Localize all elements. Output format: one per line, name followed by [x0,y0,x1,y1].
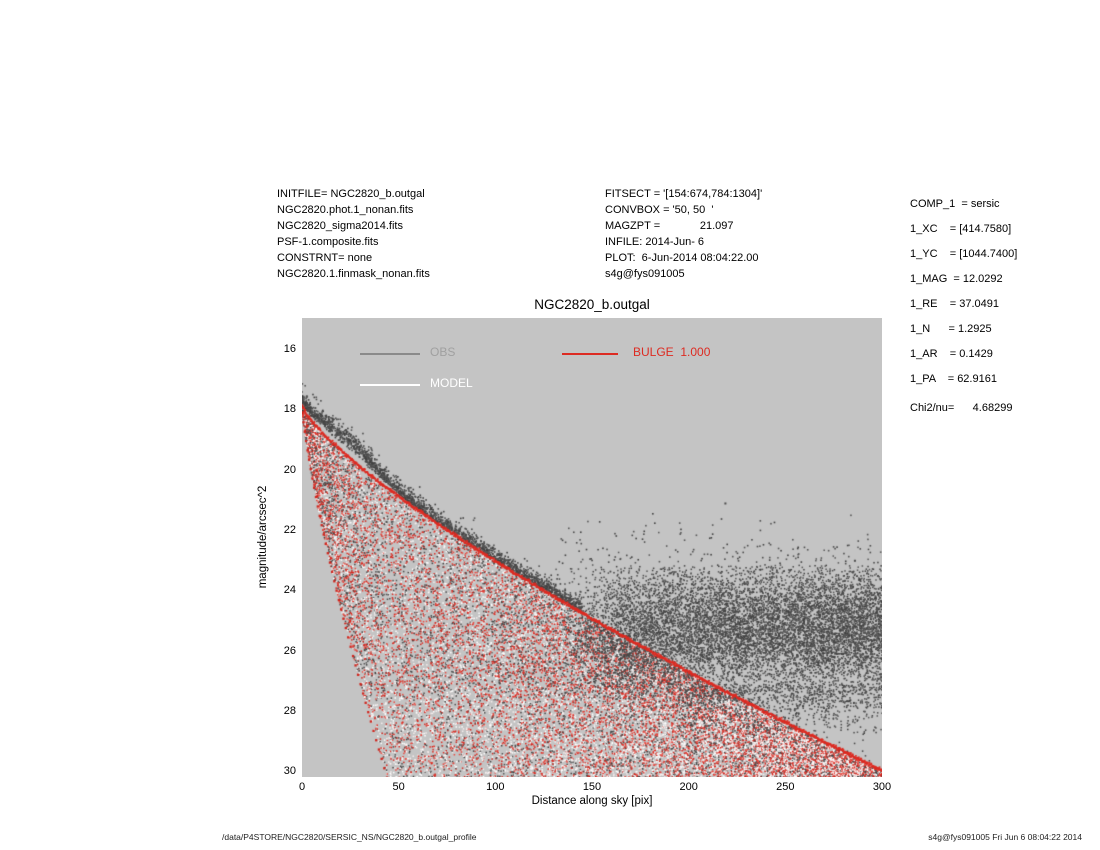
annotation-line: INITFILE= NGC2820_b.outgal [277,188,425,200]
x-tick-label: 300 [872,781,892,793]
x-axis-title: Distance along sky [pix] [531,795,653,807]
x-tick-label: 250 [776,781,795,793]
y-tick-label: 28 [283,705,296,718]
y-tick-label: 26 [283,644,296,657]
plot-title: NGC2820_b.outgal [534,297,650,312]
annotation-line: 1_AR = 0.1429 [910,348,993,360]
x-tick-label: 0 [298,781,306,793]
output-file-path: /data/P4STORE/NGC2820/SERSIC_NS/NGC2820_… [222,832,477,842]
annotation-line: CONSTRNT= none [277,252,373,264]
annotation-line: MAGZPT = 21.097 [605,220,734,232]
annotation-line: 1_XC = [414.7580] [910,223,1012,235]
annotation-line: COMP_1 = sersic [910,198,1000,210]
annotation-line: 1_MAG = 12.0292 [910,273,1003,285]
y-tick-label: 24 [283,584,296,597]
x-tick-label: 50 [392,781,405,793]
user-timestamp: s4g@fys091005 Fri Jun 6 08:04:22 2014 [928,832,1082,842]
galfit-input-files-block: INITFILE= NGC2820_b.outgal NGC2820.phot.1… [277,186,430,282]
y-tick-label: 18 [283,403,296,416]
y-axis-title: magnitude/arcsec^2 [257,485,269,589]
annotation-line: 1_N = 1.2925 [910,323,992,335]
annotation-line: NGC2820.phot.1_nonan.fits [277,204,414,216]
legend-bulge-label: BULGE 1.000 [633,345,711,359]
x-tick-label: 200 [679,781,698,793]
annotation-line: s4g@fys091005 [605,268,685,280]
galfit-fit-settings-block: FITSECT = '[154:674,784:1304]' CONVBOX = … [605,186,762,282]
annotation-line: FITSECT = '[154:674,784:1304]' [605,188,763,200]
y-tick-label: 16 [283,343,296,356]
annotation-line: 1_YC = [1044.7400] [910,248,1018,260]
plot-area: OBS MODEL BULGE 1.000 [302,318,882,777]
annotation-line: CONVBOX = '50, 50 ' [605,204,714,216]
profile-scatter-canvas [302,318,882,777]
annotation-line: PSF-1.composite.fits [277,236,379,248]
annotation-line: NGC2820.1.finmask_nonan.fits [277,268,430,280]
y-tick-label: 22 [283,524,296,537]
annotation-line: NGC2820_sigma2014.fits [277,220,403,232]
legend-obs-line [360,353,420,355]
legend-obs-label: OBS [430,345,456,359]
legend-model-line [360,384,420,386]
annotation-line: 1_PA = 62.9161 [910,373,997,385]
legend-model-label: MODEL [430,376,473,390]
y-tick-label: 20 [283,463,296,476]
y-tick-label: 30 [283,765,296,778]
galfit-component-params-block: COMP_1 = sersic 1_XC = [414.7580] 1_YC = [… [910,192,1017,392]
x-tick-label: 100 [486,781,505,793]
chi2-value: Chi2/nu= 4.68299 [910,402,1013,414]
annotation-line: 1_RE = 37.0491 [910,298,999,310]
annotation-line: PLOT: 6-Jun-2014 08:04:22.00 [605,252,759,264]
x-tick-label: 150 [582,781,602,793]
legend-bulge-line [562,353,618,355]
annotation-line: INFILE: 2014-Jun- 6 [605,236,705,248]
